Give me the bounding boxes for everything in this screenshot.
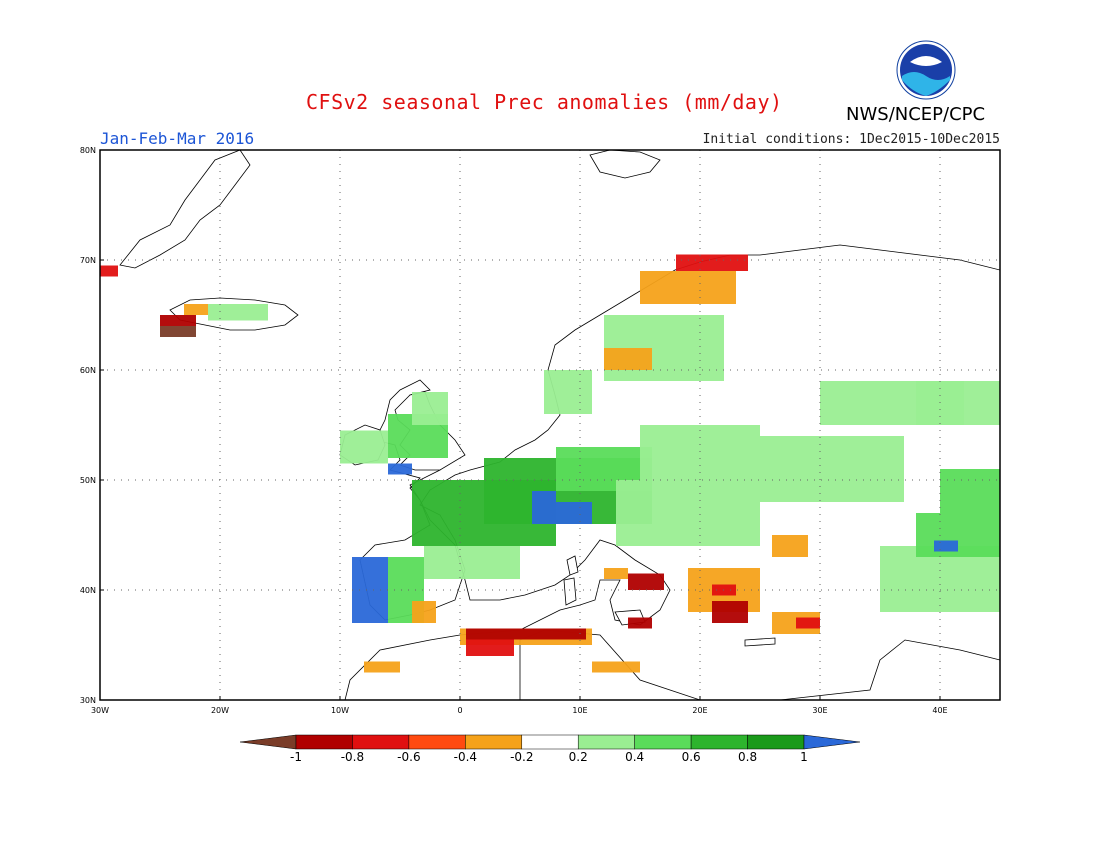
agency-label: NWS/NCEP/CPC [846,104,986,125]
anomaly-cell [760,436,904,502]
anomaly-cell [466,639,514,656]
colorbar-label: 1 [800,750,808,764]
colorbar-segment [577,734,635,750]
anomaly-cell [532,502,592,524]
anomaly-cell [160,326,196,337]
anomaly-cell [712,601,748,623]
anomaly-cell [628,617,652,629]
anomaly-cell [640,271,736,304]
anomaly-cells [100,254,1000,673]
anomaly-cell [616,480,760,546]
anomaly-cell [424,546,520,579]
colorbar: -1 -0.8 -0.6 -0.4 -0.2 0.2 0.4 0.6 0.8 1 [239,734,861,764]
greenland-outline [119,149,251,269]
colorbar-segment [352,734,410,750]
anomaly-cell [772,535,808,557]
anomaly-cell [604,348,652,370]
lat-tick-label: 60N [80,366,96,375]
anomaly-cell [604,568,628,579]
colorbar-segment [408,734,466,750]
lon-tick-label: 10W [331,706,349,715]
graticule [100,150,1000,700]
colorbar-segment [690,734,748,750]
colorbar-low-triangle [239,734,297,750]
anomaly-cell [796,617,820,629]
lon-tick-label: 30W [91,706,109,715]
lat-tick-label: 30N [80,696,96,705]
lon-tick-label: 10E [572,706,587,715]
anomaly-cell [340,430,388,464]
colorbar-segment [747,734,805,750]
anomaly-cell [592,661,640,673]
anomaly-cell [940,469,1000,513]
map-frame [99,149,1001,701]
anomaly-cell [160,315,196,326]
colorbar-segment [634,734,692,750]
anomaly-cell [640,425,760,480]
anomaly-cell [466,628,586,640]
lon-tick-label: 0 [457,706,462,715]
colorbar-label: -0.4 [454,750,477,764]
crete-outline [744,637,776,647]
anomaly-cell [412,601,436,623]
anomaly-cell [388,463,412,475]
lon-tick-label: 40E [932,706,947,715]
anomaly-cell [676,254,748,271]
anomaly-cell [532,491,556,502]
colorbar-label: -0.8 [341,750,364,764]
lat-tick-label: 40N [80,586,96,595]
colorbar-label: -1 [290,750,302,764]
colorbar-label: -0.6 [397,750,420,764]
chart-title: CFSv2 seasonal Prec anomalies (mm/day) [306,90,783,114]
lat-tick-label: 80N [80,146,96,155]
anomaly-cell [364,661,400,673]
svalbard-outline [589,149,661,179]
forecast-period: Jan-Feb-Mar 2016 [100,129,255,148]
anomaly-cell [412,392,448,425]
corsica-outline [566,555,579,576]
anomaly-cell [544,370,592,414]
sardinia-outline [563,577,577,606]
lat-tick-label: 70N [80,256,96,265]
lon-tick-label: 20E [692,706,707,715]
lat-tick-label: 50N [80,476,96,485]
colorbar-label: -0.2 [510,750,533,764]
colorbar-label: 0.2 [569,750,588,764]
anomaly-cell [934,540,958,552]
anomaly-cell [352,557,388,623]
anomaly-cell [184,304,208,315]
colorbar-segment [465,734,523,750]
colorbar-label: 0.4 [625,750,644,764]
lon-tick-label: 20W [211,706,229,715]
initial-conditions: Initial conditions: 1Dec2015-10Dec2015 [702,132,1000,147]
noaa-logo [896,40,956,100]
colorbar-high-triangle [803,734,861,750]
colorbar-label: 0.6 [682,750,701,764]
lon-tick-label: 30E [812,706,827,715]
anomaly-cell [628,573,664,590]
anomaly-cell [208,304,268,321]
colorbar-segment [295,734,353,750]
colorbar-segment [521,734,579,750]
anomaly-cell [916,381,1000,425]
anomaly-cell [100,265,118,277]
colorbar-label: 0.8 [738,750,757,764]
